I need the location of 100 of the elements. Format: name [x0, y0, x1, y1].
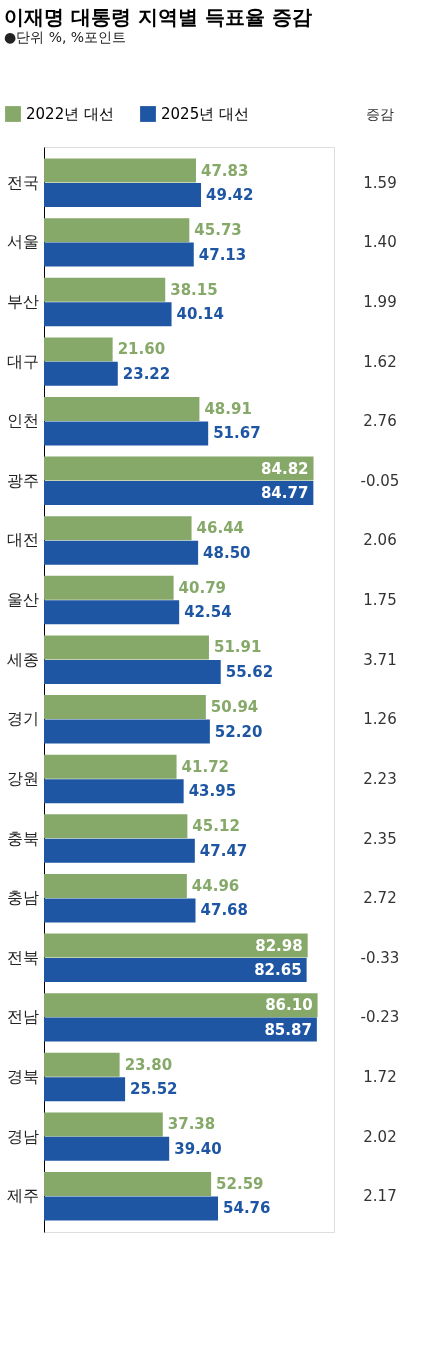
- y-tick-label: 제주: [6, 1186, 39, 1206]
- bar: [44, 1136, 170, 1161]
- bar: [44, 993, 318, 1018]
- legend-label: 2025년 대선: [161, 105, 249, 123]
- data-label: 52.59: [216, 1175, 264, 1193]
- data-label: 48.50: [203, 543, 251, 562]
- text: 1.40: [363, 233, 397, 252]
- text: 1.72: [363, 1068, 397, 1086]
- bar: [44, 218, 190, 243]
- data-label: 54.76: [223, 1199, 271, 1218]
- y-tick-label: 부산: [6, 292, 39, 311]
- bar: [44, 898, 196, 923]
- bar: [44, 1196, 218, 1221]
- bar: [44, 158, 196, 183]
- bar: [44, 481, 314, 506]
- data-label: 51.67: [213, 424, 261, 443]
- bar: [44, 695, 206, 720]
- bar: [44, 456, 314, 481]
- text: -0.23: [360, 1008, 400, 1027]
- data-label: 47.83: [200, 161, 249, 180]
- y-tick-label: 전남: [6, 1007, 39, 1027]
- data-label: 82.98: [255, 936, 303, 955]
- y-tick-label: 대전: [6, 530, 39, 550]
- bar: [44, 933, 308, 958]
- data-label: 45.12: [192, 817, 240, 836]
- bar: [44, 873, 187, 898]
- chart-subtitle: ●단위 %, %포인트: [4, 29, 127, 45]
- text: 2.23: [363, 769, 397, 788]
- y-tick-label: 인천: [6, 411, 39, 431]
- data-label: 43.95: [188, 782, 237, 801]
- bar: [44, 397, 200, 421]
- data-label: 49.42: [206, 186, 254, 204]
- bar: [44, 659, 221, 684]
- y-tick-label: 전북: [6, 947, 39, 967]
- bar: [44, 516, 192, 541]
- data-label: 84.77: [260, 484, 309, 503]
- data-label: 85.87: [264, 1020, 312, 1039]
- y-tick-label: 세종: [6, 649, 39, 669]
- bar: [44, 1077, 126, 1102]
- y-tick-label: 전국: [6, 172, 39, 192]
- bar: [44, 779, 184, 804]
- bar: [44, 540, 199, 565]
- y-tick-label: 충북: [6, 828, 39, 848]
- bar: [44, 337, 113, 362]
- data-label: 48.91: [204, 400, 252, 418]
- text: 2.06: [363, 531, 397, 550]
- text: -0.33: [360, 948, 400, 967]
- bar: [44, 719, 210, 744]
- data-label: 86.10: [265, 996, 313, 1015]
- bar: [44, 1112, 163, 1137]
- data-label: 38.15: [170, 280, 218, 299]
- bar: [44, 575, 174, 600]
- y-tick-label: 서울: [6, 232, 39, 252]
- bar: [44, 1017, 317, 1042]
- data-label: 52.20: [214, 722, 263, 741]
- data-label: 21.60: [117, 340, 166, 359]
- text: 1.26: [363, 710, 397, 729]
- text: 2.02: [363, 1127, 397, 1146]
- data-label: 50.94: [210, 698, 259, 717]
- bar: [44, 838, 195, 863]
- bar: [44, 635, 209, 660]
- data-label: 84.82: [261, 459, 309, 478]
- legend-label: 2022년 대선: [26, 105, 114, 123]
- bar: [44, 1172, 212, 1196]
- y-tick-label: 광주: [6, 470, 39, 490]
- data-label: 51.91: [213, 638, 262, 657]
- y-tick-label: 강원: [6, 768, 39, 788]
- bar: [44, 1052, 120, 1077]
- bar: [44, 183, 202, 207]
- y-tick-label: 경남: [6, 1126, 39, 1146]
- text: -0.05: [360, 471, 400, 490]
- chart-title: 이재명 대통령 지역별 득표율 증감: [4, 5, 312, 29]
- bar: [44, 600, 180, 625]
- text: 1.59: [363, 173, 397, 192]
- text: 1.62: [363, 352, 397, 371]
- data-label: 23.80: [124, 1055, 173, 1074]
- data-label: 37.38: [167, 1115, 216, 1134]
- text: 3.71: [363, 650, 397, 669]
- text: 2.17: [363, 1187, 397, 1206]
- bar: [44, 277, 166, 302]
- bar: [44, 814, 188, 839]
- text: 1.75: [363, 591, 397, 610]
- text: 1.99: [363, 293, 397, 311]
- data-label: 55.62: [225, 662, 274, 681]
- text: 증감: [366, 106, 394, 122]
- bar: [44, 361, 118, 386]
- data-label: 23.22: [122, 364, 171, 383]
- bar: [44, 958, 307, 982]
- text: 2.72: [363, 889, 397, 908]
- bar: [44, 754, 177, 779]
- data-label: 42.54: [184, 603, 232, 622]
- data-label: 82.65: [254, 961, 302, 979]
- bar: [44, 421, 209, 446]
- data-label: 40.14: [176, 305, 224, 324]
- text: 2.76: [363, 412, 397, 431]
- y-tick-label: 경기: [6, 709, 39, 729]
- data-label: 39.40: [174, 1139, 222, 1158]
- bar: [44, 242, 194, 267]
- data-label: 40.79: [178, 578, 227, 597]
- text: 2.35: [363, 829, 397, 848]
